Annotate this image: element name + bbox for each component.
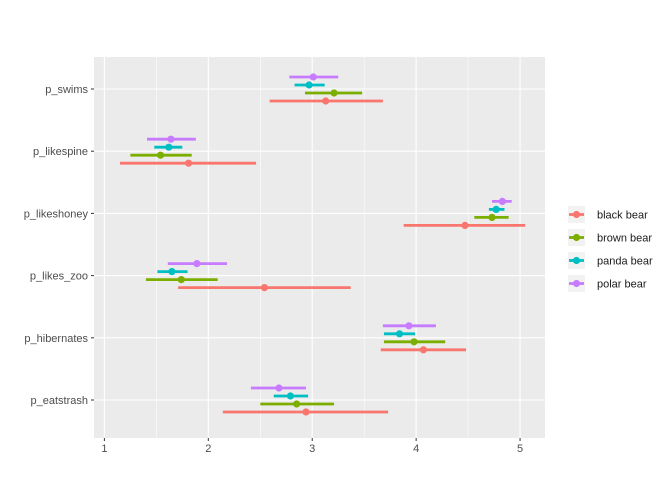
legend-key-point (572, 279, 581, 288)
grid (94, 57, 545, 438)
y-tick-label: p_likeshoney (24, 208, 89, 220)
point-polar-bear (167, 135, 175, 143)
axes: 1 2 3 4 5 p_swims p_likespine p_likeshoney p_lik… (24, 84, 523, 455)
x-tick-label: 5 (517, 443, 523, 455)
point-brown-bear (177, 276, 185, 284)
point-brown-bear (156, 151, 165, 159)
y-tick-label: p_likespine (33, 146, 88, 158)
legend-key-point (572, 233, 581, 242)
legend-label: polar bear (597, 279, 647, 291)
legend-key-point (572, 256, 581, 265)
point-panda-bear (168, 268, 176, 276)
point-panda-bear (305, 81, 313, 89)
legend-label: panda bear (597, 256, 653, 268)
data-marks (119, 73, 526, 416)
x-tick-label: 3 (309, 443, 315, 455)
point-panda-bear (492, 205, 500, 213)
point-brown-bear (410, 338, 418, 346)
legend-key-point (572, 210, 581, 219)
legend: black bear brown bear panda bear polar bear (568, 206, 653, 292)
y-tick-label: p_likes_zoo (30, 271, 88, 283)
panel-background (94, 57, 545, 438)
point-polar-bear (275, 384, 283, 392)
point-panda-bear (165, 143, 173, 151)
y-tick-label: p_swims (45, 84, 88, 96)
y-tick-label: p_hibernates (24, 333, 88, 345)
point-polar-bear (405, 322, 413, 330)
point-polar-bear (193, 260, 201, 268)
point-panda-bear (395, 330, 404, 338)
point-black-bear (184, 159, 193, 167)
y-tick-label: p_eatstrash (31, 395, 88, 407)
point-polar-bear (498, 197, 506, 205)
point-brown-bear (293, 400, 301, 408)
x-tick-label: 1 (101, 443, 107, 455)
point-brown-bear (488, 213, 496, 221)
point-panda-bear (286, 392, 295, 400)
legend-label: brown bear (597, 233, 652, 245)
point-black-bear (302, 408, 310, 416)
point-brown-bear (330, 89, 338, 97)
point-black-bear (461, 221, 469, 229)
point-black-bear (322, 97, 330, 105)
point-black-bear (260, 284, 269, 292)
x-tick-label: 2 (205, 443, 211, 455)
point-polar-bear (309, 73, 317, 81)
legend-label: black bear (597, 210, 648, 222)
x-tick-label: 4 (413, 443, 419, 455)
point-black-bear (419, 346, 428, 354)
